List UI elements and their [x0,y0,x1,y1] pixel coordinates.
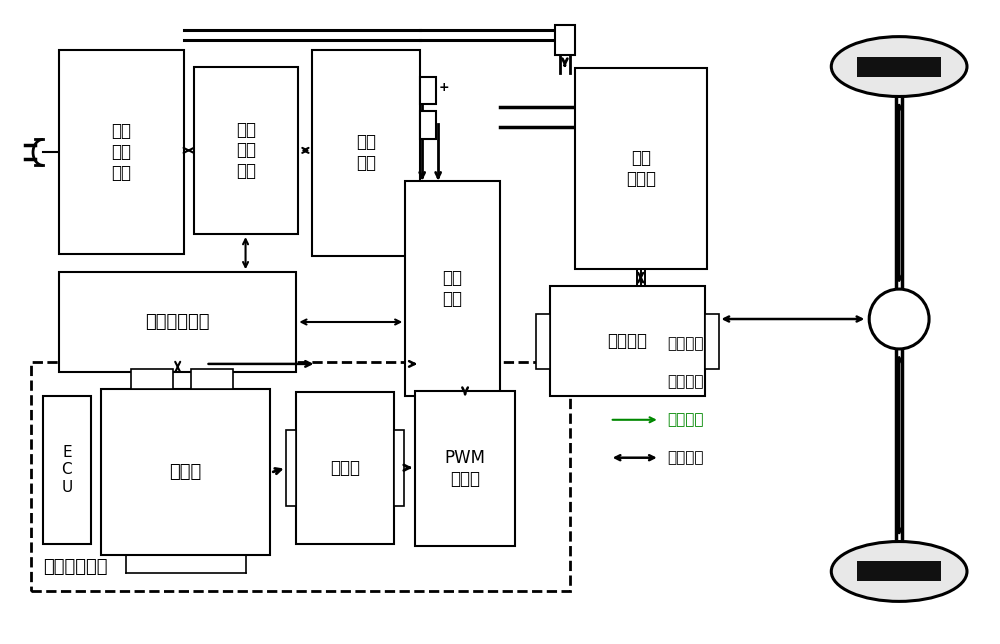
Ellipse shape [831,37,967,97]
Bar [536,314,550,369]
Text: 电机
控制器: 电机 控制器 [626,149,656,188]
Bar [857,562,941,582]
Bar [405,182,500,396]
Bar [59,50,184,254]
Text: 动力
电池: 动力 电池 [356,133,376,172]
Text: 功率
耦合: 功率 耦合 [443,269,463,308]
Text: +: + [438,81,449,94]
Bar [194,66,298,234]
Text: 电气连接: 电气连接 [668,374,704,390]
Text: 信号连接: 信号连接 [668,412,704,427]
Text: 发电机: 发电机 [330,459,360,477]
Bar [131,369,173,389]
Bar [415,391,515,545]
Bar [43,396,91,544]
Circle shape [869,289,929,349]
Bar [312,50,420,256]
Bar [555,24,575,55]
Bar [191,369,233,389]
Bar [705,314,719,369]
Bar [59,272,296,372]
Text: 机械连接: 机械连接 [668,336,704,352]
Text: 电池
管理
系统: 电池 管理 系统 [236,120,256,180]
Bar [575,68,707,269]
Bar [857,57,941,77]
Text: E
C
U: E C U [61,445,73,495]
Bar [394,430,404,506]
Text: 驱动电机: 驱动电机 [607,332,647,350]
Bar [550,286,705,396]
Bar [31,362,570,591]
Text: 车载
充电
装置: 车载 充电 装置 [111,122,131,182]
Bar [420,111,436,139]
Text: 辅助动力单元: 辅助动力单元 [43,558,107,576]
Text: 能量管理系统: 能量管理系统 [145,313,210,331]
Bar [101,389,270,556]
Bar [296,392,394,544]
Bar [420,77,436,104]
Text: PWM
整流器: PWM 整流器 [445,449,486,488]
Text: 发动机: 发动机 [170,463,202,481]
Text: 能量流向: 能量流向 [668,450,704,465]
Bar [286,430,296,506]
Ellipse shape [831,542,967,601]
